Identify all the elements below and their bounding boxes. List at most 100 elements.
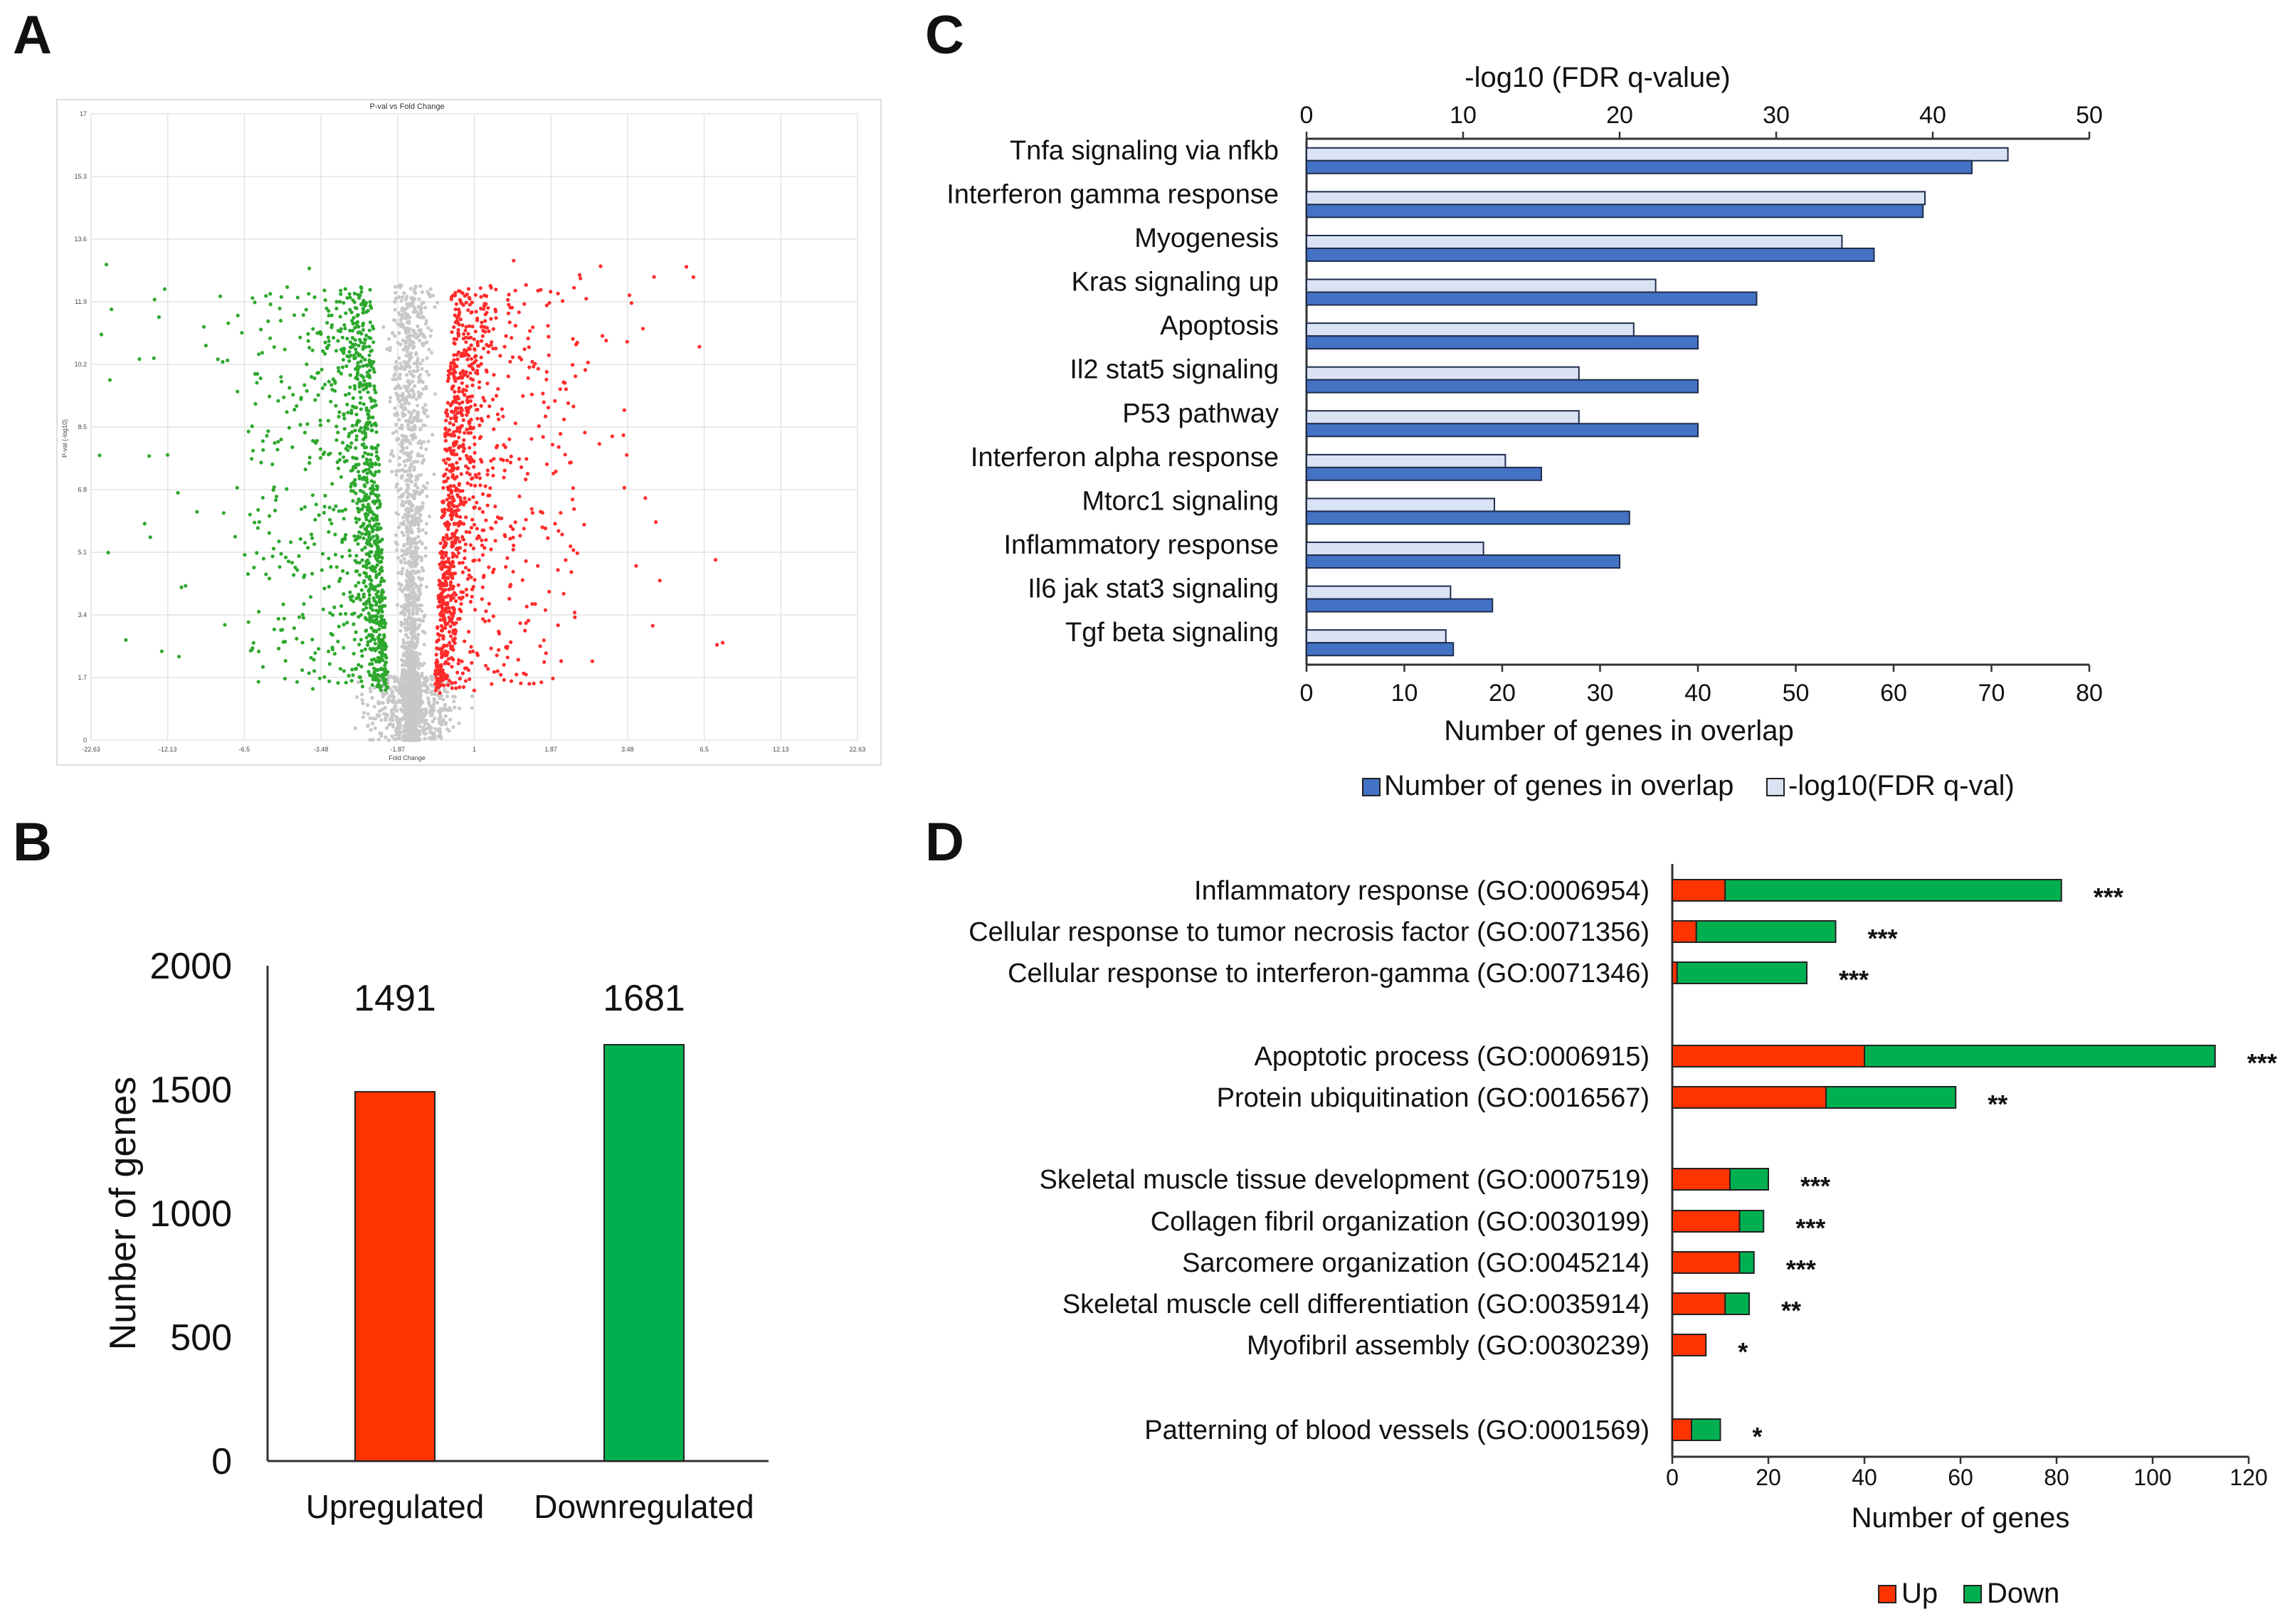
volcano-point-down — [334, 424, 339, 428]
go-significance-label: *** — [1839, 965, 1869, 994]
volcano-point-up — [497, 516, 502, 520]
volcano-point-up — [547, 301, 552, 305]
volcano-point-up — [468, 497, 472, 502]
volcano-point-down — [363, 527, 367, 532]
volcano-point-up — [468, 677, 472, 682]
volcano-point-up — [473, 329, 477, 334]
volcano-point-up — [446, 576, 450, 581]
volcano-point-down — [312, 542, 317, 547]
volcano-point-ns — [400, 554, 404, 558]
volcano-point-up — [569, 570, 574, 574]
volcano-point-up — [490, 397, 495, 402]
volcano-point-down — [350, 612, 354, 616]
volcano-point-ns — [395, 548, 399, 552]
volcano-point-ns — [408, 732, 413, 736]
volcano-point-down — [344, 680, 348, 685]
volcano-point-up — [507, 292, 511, 297]
volcano-point-ns — [411, 596, 415, 601]
volcano-point-up — [442, 513, 446, 518]
volcano-point-down — [364, 584, 368, 589]
volcano-point-ns — [368, 686, 372, 690]
volcano-point-up — [509, 524, 513, 529]
volcano-point-up — [459, 602, 463, 606]
volcano-point-up — [494, 316, 498, 320]
volcano-point-ns — [410, 705, 414, 710]
volcano-point-down — [354, 667, 358, 671]
volcano-point-ns — [401, 492, 406, 497]
volcano-point-down — [358, 353, 362, 357]
volcano-point-up — [457, 322, 461, 327]
volcano-point-down — [233, 534, 238, 539]
volcano-point-up — [448, 421, 452, 426]
volcano-point-ns — [418, 473, 423, 477]
volcano-point-down — [261, 557, 265, 561]
volcano-point-down — [375, 515, 379, 519]
volcano-point-ns — [406, 495, 410, 500]
volcano-point-up — [472, 465, 476, 469]
volcano-point-down — [290, 445, 295, 450]
volcano-point-down — [369, 349, 374, 353]
volcano-point-up — [480, 543, 485, 548]
volcano-point-down — [372, 370, 376, 374]
volcano-point-ns — [386, 713, 390, 717]
volcano-point-down — [378, 608, 382, 612]
volcano-point-ns — [405, 349, 409, 354]
volcano-point-up — [483, 319, 487, 323]
volcano-point-up — [464, 340, 468, 344]
legend-label-fdr: -log10(FDR q-val) — [1788, 770, 2015, 801]
volcano-point-down — [307, 455, 312, 460]
volcano-point-up — [448, 583, 453, 587]
volcano-point-down — [383, 667, 388, 671]
volcano-point-up — [475, 318, 480, 322]
enrichment-bar-fdr — [1306, 278, 1657, 293]
volcano-point-ns — [411, 719, 416, 724]
volcano-point-ns — [424, 319, 428, 323]
volcano-point-up — [485, 503, 490, 507]
volcano-point-ns — [422, 643, 426, 647]
volcano-point-down — [378, 650, 382, 655]
volcano-point-down — [337, 509, 341, 513]
volcano-point-up — [502, 344, 507, 349]
volcano-point-down — [331, 613, 335, 617]
volcano-point-down — [346, 448, 350, 453]
volcano-point-ns — [366, 712, 370, 716]
volcano-point-ns — [408, 648, 412, 653]
volcano-point-up — [509, 679, 514, 683]
volcano-point-down — [267, 576, 272, 581]
volcano-point-up — [691, 275, 696, 279]
volcano-point-down — [354, 491, 358, 495]
volcano-point-ns — [381, 325, 386, 329]
volcano-point-up — [571, 548, 576, 552]
volcano-point-up — [456, 376, 460, 381]
volcano-point-ns — [419, 445, 423, 450]
volcano-point-down — [277, 646, 281, 650]
volcano-point-down — [366, 390, 370, 394]
volcano-point-down — [361, 443, 366, 447]
volcano-point-up — [448, 484, 453, 488]
volcano-point-down — [352, 622, 356, 626]
volcano-point-up — [464, 587, 469, 592]
volcano-point-down — [371, 367, 376, 371]
volcano-point-up — [468, 399, 473, 404]
volcano-point-down — [379, 579, 384, 584]
enrichment-category-label: Mtorc1 signaling — [1082, 486, 1279, 516]
volcano-point-down — [357, 592, 361, 596]
volcano-point-up — [452, 341, 456, 345]
volcano-point-down — [364, 532, 368, 537]
volcano-point-ns — [406, 579, 411, 584]
go-category-label: Patterning of blood vessels (GO:0001569) — [1144, 1415, 1650, 1445]
volcano-point-down — [246, 429, 250, 434]
volcano-point-up — [448, 463, 452, 468]
volcano-point-up — [504, 565, 508, 569]
volcano-point-ns — [413, 675, 418, 679]
volcano-point-down — [363, 357, 367, 362]
volcano-point-ns — [410, 564, 414, 569]
volcano-point-ns — [391, 724, 395, 729]
volcano-point-ns — [406, 338, 410, 342]
volcano-point-ns — [403, 407, 408, 411]
volcano-point-ns — [411, 299, 415, 304]
bar-y-tick-label: 1000 — [149, 1193, 232, 1235]
volcano-point-down — [285, 410, 289, 414]
volcano-point-down — [381, 638, 385, 643]
volcano-point-up — [529, 437, 534, 441]
